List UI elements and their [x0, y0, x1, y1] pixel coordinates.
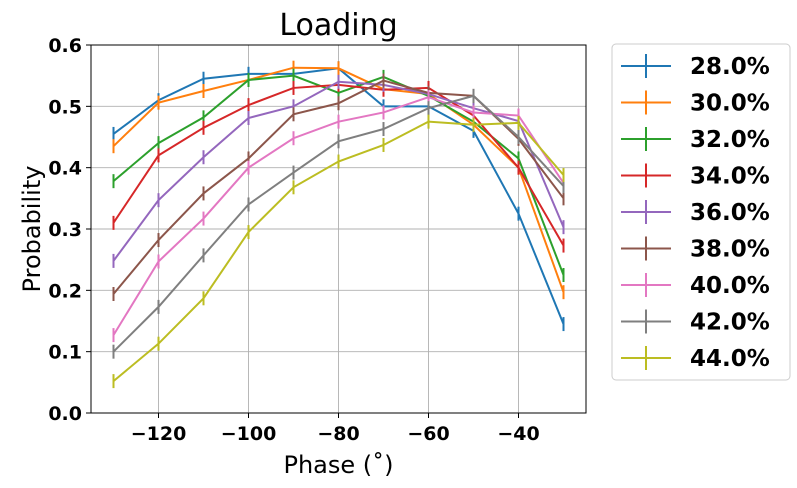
- legend-item: 28.0%: [621, 54, 770, 80]
- legend-item: 34.0%: [621, 163, 770, 190]
- x-tick-label: −80: [317, 423, 359, 445]
- y-tick-label: 0.4: [48, 158, 82, 180]
- legend-label: 38.0%: [690, 237, 770, 263]
- legend-item: 36.0%: [621, 200, 770, 226]
- y-axis-title: Probability: [18, 166, 46, 293]
- y-tick-label: 0.2: [48, 280, 82, 302]
- x-tick-label: −120: [131, 423, 187, 445]
- y-tick-label: 0.3: [48, 219, 82, 241]
- legend-frame: [611, 43, 791, 381]
- legend-item: 44.0%: [621, 346, 770, 372]
- legend-item: 30.0%: [621, 90, 770, 117]
- plot-series: [112, 60, 565, 389]
- y-tick-label: 0.1: [48, 342, 82, 364]
- legend-item: 42.0%: [621, 309, 770, 336]
- legend-label: 42.0%: [690, 310, 770, 336]
- x-tick-label: −60: [407, 423, 449, 445]
- series-44.0%: [112, 114, 565, 389]
- legend-label: 36.0%: [690, 200, 770, 226]
- x-tick-label: −40: [497, 423, 539, 445]
- legend-item: 32.0%: [621, 127, 770, 153]
- legend-label: 28.0%: [690, 54, 770, 80]
- legend-label: 34.0%: [690, 164, 770, 190]
- legend: 28.0% 30.0% 32.0% 34.0% 36.0% 38.0% 40.0% 42.0%…: [611, 43, 791, 381]
- x-tick-label: −100: [221, 423, 277, 445]
- y-tick-label: 0.6: [48, 35, 82, 57]
- x-axis-title: Phase (˚): [283, 451, 393, 479]
- legend-item: 38.0%: [621, 236, 770, 263]
- series-42.0%: [112, 88, 565, 359]
- legend-item: 40.0%: [621, 273, 770, 299]
- legend-label: 32.0%: [690, 127, 770, 153]
- y-tick-label: 0.5: [48, 96, 82, 118]
- legend-label: 30.0%: [690, 91, 770, 117]
- legend-label: 44.0%: [690, 346, 770, 372]
- legend-label: 40.0%: [690, 273, 770, 299]
- chart-title: Loading: [279, 8, 397, 43]
- axis-ticks: −120 −100 −80 −60 −40 0.0 0.1 0.2 0.3 0.4 0.5 0.6: [48, 35, 539, 445]
- y-tick-label: 0.0: [48, 403, 82, 425]
